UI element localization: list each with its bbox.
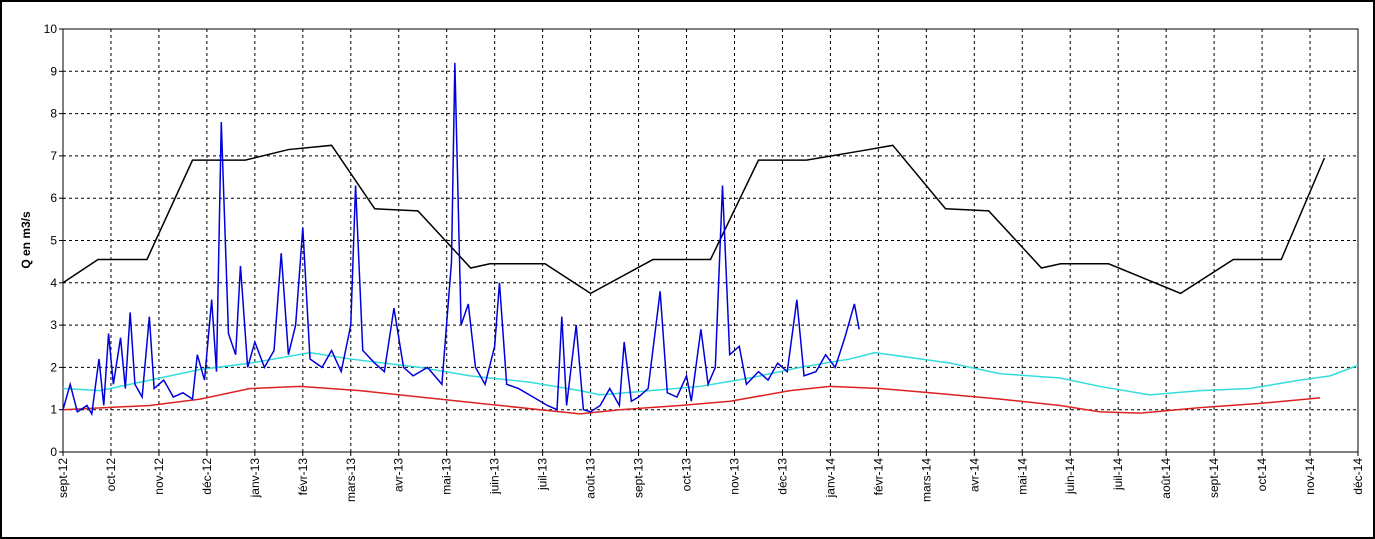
y-axis-label: Q en m3/s <box>19 211 33 269</box>
y-tick-label: 9 <box>50 64 57 78</box>
x-tick-label: août-13 <box>584 458 598 499</box>
x-tick-label: avr-13 <box>392 458 406 492</box>
y-tick-label: 4 <box>50 276 57 290</box>
x-tick-label: oct-13 <box>680 458 694 492</box>
x-tick-label: avr-14 <box>967 458 981 492</box>
x-tick-label: oct-14 <box>1255 458 1269 492</box>
y-tick-label: 2 <box>50 360 57 374</box>
y-tick-label: 1 <box>50 403 57 417</box>
x-tick-label: janv-13 <box>248 458 262 499</box>
x-tick-label: sept-12 <box>56 458 70 498</box>
x-tick-label: mai-14 <box>1015 458 1029 495</box>
x-tick-label: juil-13 <box>536 458 550 491</box>
x-tick-label: août-14 <box>1159 458 1173 499</box>
x-tick-label: juin-14 <box>1063 458 1077 495</box>
y-tick-label: 8 <box>50 107 57 121</box>
x-tick-label: oct-12 <box>104 458 118 492</box>
x-tick-label: sept-13 <box>632 458 646 498</box>
plot-area <box>62 28 1359 453</box>
x-tick-label: juil-14 <box>1111 458 1125 491</box>
x-tick-label: juin-13 <box>488 458 502 495</box>
y-tick-label: 7 <box>50 149 57 163</box>
x-tick-label: mai-13 <box>440 458 454 495</box>
y-tick-label: 0 <box>50 445 57 459</box>
x-tick-label: févr-14 <box>871 458 885 496</box>
y-tick-label: 5 <box>50 234 57 248</box>
x-tick-label: déc-12 <box>200 458 214 495</box>
y-tick-label: 6 <box>50 191 57 205</box>
x-tick-label: déc-14 <box>1351 458 1365 495</box>
y-tick-label: 10 <box>44 22 58 36</box>
x-tick-label: nov-14 <box>1303 458 1317 495</box>
x-tick-label: févr-13 <box>296 458 310 496</box>
x-tick-label: sept-14 <box>1207 458 1221 498</box>
x-tick-label: mars-14 <box>919 458 933 502</box>
x-tick-label: mars-13 <box>344 458 358 502</box>
x-tick-label: nov-12 <box>152 458 166 495</box>
x-tick-label: janv-14 <box>823 458 837 499</box>
x-tick-label: déc-13 <box>775 458 789 495</box>
series-line <box>62 351 1359 396</box>
y-tick-label: 3 <box>50 318 57 332</box>
series-line <box>62 62 860 417</box>
series-line <box>62 144 1326 295</box>
series-line <box>62 385 1321 415</box>
x-tick-label: nov-13 <box>727 458 741 495</box>
